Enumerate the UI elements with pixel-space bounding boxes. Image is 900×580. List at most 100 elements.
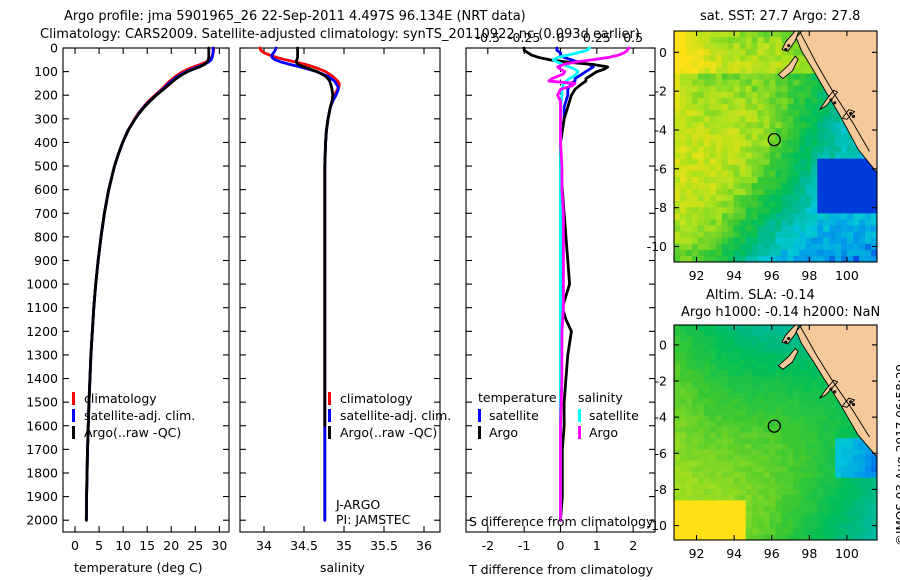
map-cell <box>769 43 777 50</box>
map-cell <box>697 128 705 136</box>
map-cell <box>823 237 830 245</box>
map-cell <box>745 73 753 81</box>
map-cell <box>685 201 693 208</box>
map-cell <box>763 61 771 69</box>
map-cell <box>757 472 765 479</box>
map-cell <box>817 243 824 251</box>
map-cell <box>703 122 711 129</box>
map-cell <box>709 409 717 417</box>
map-cell <box>709 523 717 530</box>
map-cell <box>811 370 818 377</box>
map-cell <box>721 511 729 519</box>
map-cell <box>859 152 866 160</box>
map-cell <box>793 381 801 388</box>
map-cell <box>853 438 860 445</box>
map-cell <box>727 237 735 245</box>
map-cell <box>775 97 783 105</box>
map-cell <box>727 409 735 417</box>
map-cell <box>829 398 836 405</box>
map-cell <box>721 443 729 451</box>
map-cell <box>853 225 860 233</box>
depth-tick-label: 700 <box>34 206 58 221</box>
map-cell <box>721 353 729 360</box>
map-cell <box>793 134 801 142</box>
landmass <box>781 325 800 345</box>
map-cell <box>769 31 777 38</box>
map-cell <box>817 472 824 479</box>
map-cell <box>853 477 860 485</box>
map-cell <box>727 336 735 343</box>
map-cell <box>817 398 824 405</box>
map-cell <box>721 506 729 513</box>
map-cell <box>709 249 717 257</box>
map-cell <box>697 466 705 473</box>
map-cell <box>691 511 699 519</box>
map-cell <box>847 494 854 502</box>
map-cell <box>685 243 693 251</box>
map-cell <box>709 103 717 111</box>
map-cell <box>865 213 872 221</box>
map-cell <box>733 213 741 221</box>
map-x-tick-label: 96 <box>764 546 780 561</box>
map-cell <box>727 472 735 479</box>
map-cell <box>751 398 759 405</box>
map-cell <box>823 195 830 202</box>
map-cell <box>709 207 717 215</box>
map-cell <box>799 432 807 439</box>
map-cell <box>679 449 687 456</box>
map-cell <box>865 528 872 536</box>
map-cell <box>823 432 830 439</box>
map-cell <box>715 477 723 485</box>
map-cell <box>781 91 789 99</box>
map-cell <box>793 243 801 251</box>
map-cell <box>674 170 681 178</box>
map-cell <box>859 460 866 468</box>
map-cell <box>691 341 699 349</box>
map-cell <box>721 483 729 490</box>
map-cell <box>709 201 717 208</box>
map-cell <box>865 523 872 530</box>
map-cell <box>733 249 741 257</box>
map-cell <box>715 55 723 63</box>
map-cell <box>769 158 777 166</box>
map-cell <box>733 364 741 371</box>
map-cell <box>674 370 681 377</box>
map-cell <box>835 164 842 172</box>
map-cell <box>757 387 765 394</box>
map-cell <box>745 207 753 215</box>
map-cell <box>769 79 777 87</box>
map-cell <box>715 237 723 245</box>
map-cell <box>674 140 681 148</box>
map-cell <box>703 472 711 479</box>
map-cell <box>781 353 789 360</box>
map-cell <box>685 207 693 215</box>
map-cell <box>859 237 866 245</box>
map-cell <box>691 55 699 63</box>
map-cell <box>727 506 735 513</box>
map-cell <box>685 523 693 530</box>
map-cell <box>805 500 813 507</box>
map-cell <box>829 511 836 519</box>
map-cell <box>799 97 807 105</box>
map-cell <box>793 506 801 513</box>
map-cell <box>691 438 699 445</box>
map-cell <box>703 528 711 536</box>
map-cell <box>739 55 747 63</box>
map-cell <box>733 489 741 496</box>
map-cell <box>679 534 687 540</box>
map-cell <box>715 219 723 227</box>
map-cell <box>823 443 830 451</box>
map-cell <box>751 170 759 178</box>
map-cell <box>775 455 783 462</box>
map-cell <box>679 97 687 105</box>
map-cell <box>793 511 801 519</box>
map-cell <box>703 375 711 383</box>
map-cell <box>763 201 771 208</box>
map-cell <box>763 225 771 233</box>
map-cell <box>679 31 687 38</box>
map-cell <box>775 347 783 354</box>
map-cell <box>697 358 705 366</box>
map-cell <box>733 370 741 377</box>
map-cell <box>685 511 693 519</box>
map-cell <box>799 494 807 502</box>
